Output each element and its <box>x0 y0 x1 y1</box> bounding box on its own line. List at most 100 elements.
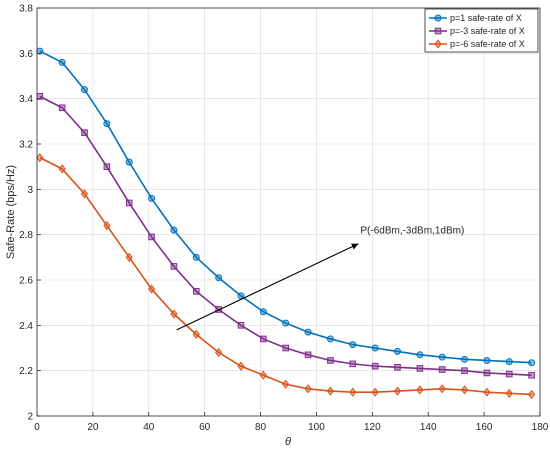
data-point <box>103 163 111 170</box>
legend-item: p=1 safe-rate of X <box>429 13 522 23</box>
y-tick-label: 2.4 <box>19 321 33 332</box>
data-point <box>438 353 446 361</box>
data-point <box>192 253 200 261</box>
data-point <box>327 357 334 364</box>
data-point <box>282 319 290 327</box>
data-point <box>148 194 156 202</box>
data-point <box>438 384 446 394</box>
x-tick-label: 0 <box>34 422 40 433</box>
legend-item: p=-6 safe-rate of X <box>429 39 525 49</box>
annotation-label: P(-6dBm,-3dBm,1dBm) <box>360 226 464 237</box>
data-point <box>170 309 178 319</box>
data-point <box>304 328 312 336</box>
data-point <box>237 361 245 371</box>
legend: p=1 safe-rate of X p=-3 safe-rate of X p=-… <box>424 8 539 53</box>
legend-label: p=-3 safe-rate of X <box>450 26 525 36</box>
x-axis-title: θ <box>285 436 291 448</box>
ticks: 0 20 40 60 80 100 120 140 160 180 2 2.2 2.4 2.6 2.8 3 3.… <box>19 4 549 434</box>
data-point <box>371 344 379 352</box>
y-tick-label: 2.8 <box>19 230 33 241</box>
data-point <box>259 308 267 316</box>
y-tick-label: 3.2 <box>19 140 33 151</box>
y-tick-label: 2 <box>27 412 33 423</box>
y-axis-title: Safe-Rate (bps/Hz) <box>5 165 17 259</box>
data-point <box>460 385 469 395</box>
plot-frame <box>36 7 541 417</box>
data-point <box>36 152 44 163</box>
series-line <box>39 156 532 396</box>
data-point <box>483 369 491 377</box>
data-point <box>393 347 401 355</box>
y-tick-label: 3.6 <box>19 49 33 60</box>
data-point <box>237 322 245 329</box>
data-point <box>461 367 468 374</box>
data-point <box>282 344 290 352</box>
legend-label: p=-6 safe-rate of X <box>450 39 525 49</box>
data-point <box>371 387 379 397</box>
x-tick-label: 40 <box>143 422 155 433</box>
data-point <box>58 164 66 174</box>
data-point <box>125 199 133 207</box>
data-point <box>81 129 88 136</box>
data-point <box>393 386 402 396</box>
data-point <box>147 284 156 294</box>
data-point <box>103 220 111 231</box>
data-point <box>505 370 513 378</box>
data-point <box>326 335 334 343</box>
data-point <box>416 385 424 395</box>
data-point <box>304 384 312 394</box>
data-point <box>58 58 66 66</box>
data-point <box>416 365 424 372</box>
y-tick-label: 3.8 <box>19 4 33 15</box>
y-tick-label: 3 <box>27 185 33 196</box>
x-tick-label: 100 <box>308 422 325 433</box>
series-line <box>39 95 532 376</box>
data-point <box>527 389 536 400</box>
data-point <box>505 388 513 398</box>
data-point <box>394 363 401 371</box>
legend-item: p=-3 safe-rate of X <box>429 26 525 36</box>
x-tick-label: 140 <box>420 422 437 433</box>
data-point <box>80 189 89 199</box>
data-point <box>148 233 155 241</box>
data-point <box>192 329 200 340</box>
data-point <box>349 387 357 397</box>
data-point <box>461 355 469 363</box>
data-point <box>416 351 424 359</box>
data-point <box>371 362 379 370</box>
legend-marker <box>434 27 442 35</box>
data-point <box>349 360 357 368</box>
data-point <box>259 370 267 380</box>
plot-background <box>37 8 540 416</box>
data-point <box>483 387 491 397</box>
data-point <box>282 379 290 389</box>
data-point <box>170 226 178 234</box>
data-point <box>103 120 111 128</box>
annotation-arrow <box>176 243 359 331</box>
data-point <box>260 335 267 343</box>
data-point <box>215 347 223 358</box>
x-tick-label: 180 <box>532 422 549 433</box>
series-3 <box>36 152 536 400</box>
data-point <box>192 288 200 295</box>
data-point <box>349 341 357 349</box>
series-line <box>39 50 532 364</box>
y-tick-label: 3.4 <box>19 94 33 105</box>
x-tick-label: 120 <box>364 422 381 433</box>
data-point <box>58 104 66 112</box>
x-tick-label: 80 <box>255 422 267 433</box>
data-point <box>505 358 513 366</box>
data-point <box>326 386 335 396</box>
data-point <box>304 351 312 359</box>
data-point <box>125 252 133 262</box>
y-tick-label: 2.2 <box>19 366 33 377</box>
data-point <box>125 158 133 166</box>
annotation: P(-6dBm,-3dBm,1dBm) <box>176 226 464 331</box>
data-point <box>483 356 491 364</box>
legend-label: p=1 safe-rate of X <box>450 13 522 23</box>
x-tick-label: 160 <box>476 422 493 433</box>
y-tick-label: 2.6 <box>19 276 33 287</box>
legend-marker <box>434 39 442 49</box>
legend-marker <box>434 14 442 22</box>
